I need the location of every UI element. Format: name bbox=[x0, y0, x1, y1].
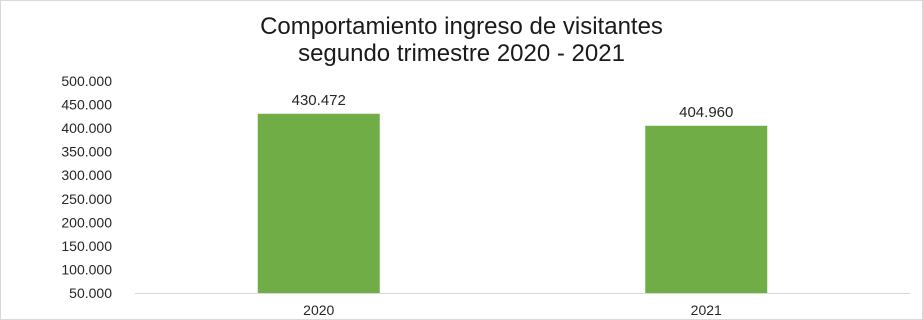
chart-subtitle: segundo trimestre 2020 - 2021 bbox=[298, 40, 625, 67]
x-axis: 2020 2021 bbox=[303, 302, 722, 318]
data-label-2021: 404.960 bbox=[679, 104, 733, 121]
y-axis: 50.000 100.000 150.000 200.000 250.000 300.00… bbox=[61, 73, 112, 301]
y-tick-label: 450.000 bbox=[61, 97, 112, 113]
chart-title: Comportamiento ingreso de visitantes bbox=[260, 13, 663, 40]
y-tick-label: 50.000 bbox=[69, 285, 112, 301]
data-label-2020: 430.472 bbox=[292, 92, 346, 109]
y-tick-label: 250.000 bbox=[61, 191, 112, 207]
bars-group: 430.472 404.960 bbox=[257, 92, 768, 293]
y-tick-label: 500.000 bbox=[61, 73, 112, 89]
y-tick-label: 150.000 bbox=[61, 238, 112, 254]
y-tick-label: 200.000 bbox=[61, 214, 112, 230]
bar-2020 bbox=[257, 113, 380, 293]
bar-2021 bbox=[645, 125, 768, 293]
y-tick-label: 400.000 bbox=[61, 120, 112, 136]
x-tick-label-2021: 2021 bbox=[691, 302, 722, 318]
y-tick-label: 350.000 bbox=[61, 144, 112, 160]
y-tick-label: 100.000 bbox=[61, 261, 112, 277]
y-tick-label: 300.000 bbox=[61, 167, 112, 183]
x-tick-label-2020: 2020 bbox=[303, 302, 334, 318]
